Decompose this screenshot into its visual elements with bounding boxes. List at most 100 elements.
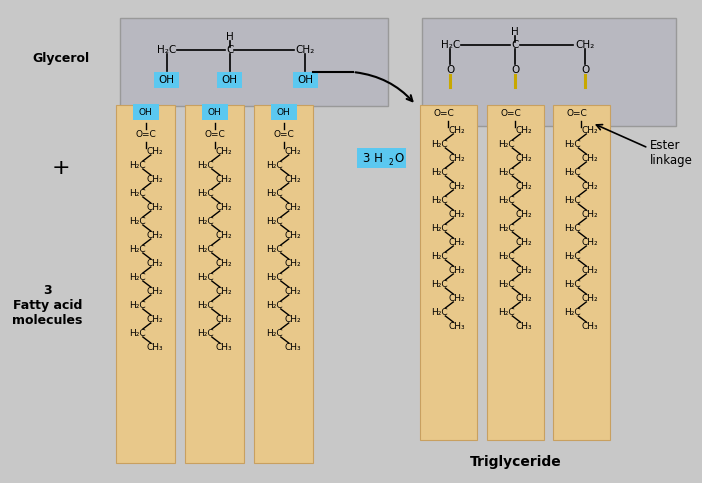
Text: CH₂: CH₂ [516,154,533,162]
Text: 2: 2 [388,157,393,167]
Text: H₂C: H₂C [267,328,283,338]
Text: CH₂: CH₂ [516,182,533,190]
Text: H₂C: H₂C [267,216,283,226]
Text: H₂C: H₂C [431,140,448,148]
Text: CH₂: CH₂ [147,314,163,324]
Text: CH₂: CH₂ [296,45,315,55]
Text: OH: OH [208,108,222,116]
Text: H₂C: H₂C [128,188,145,198]
Text: CH₂: CH₂ [284,146,301,156]
Text: O=C: O=C [566,109,587,117]
Text: H₂C: H₂C [498,224,515,232]
Bar [133,104,159,120]
Text: CH₂: CH₂ [516,238,533,246]
Text: H₂C: H₂C [431,308,448,316]
Text: O: O [394,152,404,165]
Text: CH₂: CH₂ [216,146,232,156]
Text: H₂C: H₂C [128,244,145,254]
Text: CH₂: CH₂ [582,210,599,218]
Text: H₂C: H₂C [267,300,283,310]
Text: H₂C: H₂C [198,160,214,170]
Text: Triglyceride: Triglyceride [470,455,561,469]
Text: H₂C: H₂C [128,300,145,310]
Text: C: C [226,45,233,55]
Text: OH: OH [159,75,175,85]
Bar [254,105,313,463]
Text: CH₂: CH₂ [582,294,599,302]
Text: CH₂: CH₂ [449,266,465,274]
Bar [293,72,318,88]
Bar [185,105,244,463]
Text: H₂C: H₂C [564,168,581,176]
Text: CH₂: CH₂ [576,40,595,50]
Text: H₂C: H₂C [128,160,145,170]
Text: H₂C: H₂C [564,196,581,204]
Bar [422,18,676,126]
Text: CH₂: CH₂ [284,286,301,296]
Text: O: O [581,65,590,75]
Text: CH₃: CH₃ [516,322,533,330]
Text: OH: OH [139,108,153,116]
Text: CH₃: CH₃ [449,322,465,330]
Text: CH₂: CH₂ [216,174,232,184]
Text: H₂C: H₂C [198,272,214,282]
Text: CH₂: CH₂ [284,230,301,240]
Text: CH₂: CH₂ [516,126,533,134]
Text: H₂C: H₂C [498,252,515,260]
Text: O=C: O=C [500,109,521,117]
Text: +: + [52,158,70,178]
Text: H₂C: H₂C [564,308,581,316]
Text: H₂C: H₂C [564,224,581,232]
Bar [202,104,227,120]
Text: CH₂: CH₂ [582,182,599,190]
Text: H₂C: H₂C [564,140,581,148]
Text: CH₃: CH₃ [284,342,301,352]
Text: CH₂: CH₂ [284,258,301,268]
Text: CH₂: CH₂ [449,126,465,134]
Text: H₂C: H₂C [267,188,283,198]
Text: CH₂: CH₂ [147,286,163,296]
Bar [117,105,176,463]
Text: O: O [511,65,519,75]
Text: OH: OH [298,75,313,85]
Text: H₂C: H₂C [198,216,214,226]
Text: O=C: O=C [135,129,157,139]
Text: CH₂: CH₂ [449,182,465,190]
Text: Glycerol: Glycerol [32,52,90,65]
Text: CH₂: CH₂ [284,202,301,212]
Text: CH₂: CH₂ [216,258,232,268]
Bar [154,72,179,88]
Text: H₂C: H₂C [564,280,581,288]
Text: CH₃: CH₃ [216,342,232,352]
Text: H₂C: H₂C [441,40,460,50]
Text: CH₂: CH₂ [449,210,465,218]
Text: H₂C: H₂C [157,45,176,55]
Text: CH₂: CH₂ [284,174,301,184]
Text: CH₂: CH₂ [216,202,232,212]
Text: CH₂: CH₂ [582,154,599,162]
Text: H₂C: H₂C [267,160,283,170]
Text: CH₂: CH₂ [147,202,163,212]
Text: H: H [226,32,234,42]
Text: H₂C: H₂C [498,140,515,148]
Text: CH₂: CH₂ [449,154,465,162]
Bar [357,148,406,168]
Text: CH₂: CH₂ [582,126,599,134]
Text: H₂C: H₂C [564,252,581,260]
Text: CH₃: CH₃ [147,342,163,352]
Text: H₂C: H₂C [128,272,145,282]
Text: H: H [512,27,519,37]
Text: H₂C: H₂C [128,216,145,226]
Text: OH: OH [222,75,237,85]
Text: Ester
linkage: Ester linkage [650,139,693,167]
Text: CH₂: CH₂ [449,238,465,246]
Text: H₂C: H₂C [198,188,214,198]
Text: H₂C: H₂C [498,196,515,204]
Text: CH₂: CH₂ [216,314,232,324]
Text: CH₂: CH₂ [516,266,533,274]
Text: CH₂: CH₂ [582,266,599,274]
Text: CH₂: CH₂ [582,238,599,246]
Text: CH₂: CH₂ [449,294,465,302]
Bar [486,105,544,440]
Text: CH₂: CH₂ [147,258,163,268]
